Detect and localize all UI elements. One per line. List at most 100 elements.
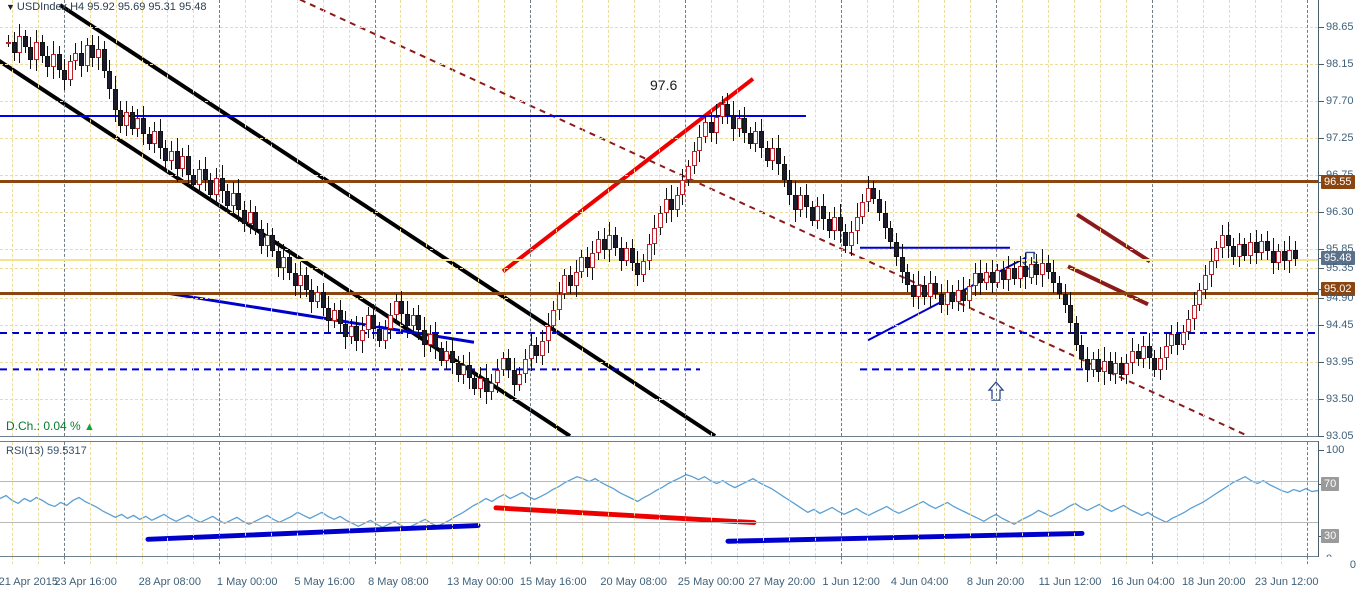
candle-body-bearish [534, 344, 540, 356]
candlestick [1068, 0, 1074, 436]
candle-body-bullish [281, 257, 287, 269]
grid-line-vertical [893, 442, 894, 556]
candle-body-bearish [1051, 271, 1057, 283]
candlestick [1264, 0, 1270, 436]
grid-line-vertical [116, 0, 117, 436]
price-level-badge[interactable]: 96.55 [1321, 175, 1355, 189]
chart-collapse-caret[interactable]: ▼ [6, 2, 15, 13]
time-axis-tick [1126, 557, 1127, 564]
candle-body-bullish [1248, 242, 1254, 256]
candle-body-bullish [860, 202, 866, 217]
candle-body-bullish [67, 61, 73, 81]
time-axis-tick [116, 557, 117, 564]
candlestick [1045, 0, 1051, 436]
candlestick [792, 0, 798, 436]
candlestick [112, 0, 118, 436]
candlestick [50, 0, 56, 436]
candle-body-bullish [168, 151, 174, 161]
time-axis-label: 11 Jun 12:00 [1038, 576, 1102, 588]
candle-body-bullish [1214, 248, 1220, 261]
candle-body-bearish [725, 103, 731, 115]
time-axis-label: 8 Jun 20:00 [966, 576, 1025, 588]
time-axis-tick [142, 557, 143, 564]
candlestick [168, 0, 174, 436]
candle-body-bearish [837, 216, 843, 232]
grid-line-vertical [1048, 442, 1049, 556]
time-axis-tick [893, 557, 894, 564]
candlestick [1040, 0, 1046, 436]
candlestick [804, 0, 810, 436]
grid-line-vertical [944, 0, 945, 436]
candle-body-bearish [11, 41, 17, 53]
price-chart-panel[interactable]: ▼ USDIndex,H4 95.92 95.69 95.31 95.48 D.C… [0, 0, 1362, 442]
grid-line-vertical [1177, 442, 1178, 556]
price-plot-area[interactable] [0, 0, 1318, 437]
time-axis-tick [815, 557, 816, 564]
candle-body-bearish [820, 205, 826, 220]
candle-body-bearish [225, 191, 231, 206]
candlestick [1073, 0, 1079, 436]
candlestick [444, 0, 450, 436]
candlestick [39, 0, 45, 436]
candlestick [601, 0, 607, 436]
grid-line-vertical [711, 442, 712, 556]
candlestick [101, 0, 107, 436]
candlestick [242, 0, 248, 436]
candle-body-bearish [22, 36, 28, 47]
time-axis-label: 1 May 00:00 [216, 576, 278, 588]
candlestick [197, 0, 203, 436]
candlestick [1163, 0, 1169, 436]
grid-line-vertical [582, 0, 583, 436]
candlestick [303, 0, 309, 436]
candle-body-bearish [287, 257, 292, 274]
grid-line [0, 292, 1318, 296]
time-axis-tick [789, 557, 790, 564]
grid-line-vertical [815, 442, 816, 556]
time-axis-tick [1203, 557, 1204, 564]
candlestick [79, 0, 85, 436]
time-axis-tick [737, 557, 738, 564]
candle-body-bearish [635, 262, 641, 276]
time-axis[interactable]: 0 21 Apr 2015 23 Apr 16:00 28 Apr 08:00 1 M… [0, 557, 1362, 594]
time-axis-tick [841, 557, 842, 564]
candle-body-bullish [135, 118, 141, 130]
candlestick [1174, 0, 1180, 436]
grid-line-vertical-major [1152, 0, 1153, 436]
candle-body-bearish [118, 109, 124, 126]
candlestick [725, 0, 731, 436]
axis-tick-mark [1319, 138, 1324, 139]
grid-line-vertical [167, 442, 168, 556]
candle-body-bullish [95, 48, 101, 59]
axis-tick-mark [1319, 64, 1324, 65]
candle-body-bearish [1096, 359, 1102, 373]
price-level-badge[interactable]: 95.02 [1321, 282, 1355, 296]
candlestick [860, 0, 866, 436]
candlestick [326, 0, 332, 436]
candle-body-bearish [759, 131, 765, 148]
price-axis-scale[interactable]: 98.6598.1597.7097.2596.7596.5596.3095.85… [1318, 0, 1362, 442]
candlestick [742, 0, 748, 436]
current-price-badge[interactable]: 95.48 [1321, 251, 1355, 265]
grid-line-vertical [400, 442, 401, 556]
candlestick [292, 0, 298, 436]
candle-body-bullish [753, 131, 759, 144]
candlestick [820, 0, 826, 436]
candle-body-bearish [157, 131, 163, 148]
time-axis-tick [90, 557, 91, 564]
rsi-plot-area[interactable] [0, 441, 1318, 557]
time-axis-tick [1074, 557, 1075, 564]
grid-line-vertical [763, 0, 764, 436]
candle-body-bearish [804, 194, 810, 208]
grid-line-vertical [504, 0, 505, 436]
candlestick [674, 0, 680, 436]
candlestick [1236, 0, 1242, 436]
candlestick [764, 0, 770, 436]
candle-body-bullish [1180, 331, 1186, 345]
candlestick [1124, 0, 1130, 436]
daily-change-label: D.Ch.: 0.04 % ▲ [6, 419, 95, 433]
candle-body-bullish [365, 315, 371, 331]
axis-tick-label: 98.65 [1326, 21, 1354, 33]
candle-body-bullish [1090, 359, 1096, 371]
